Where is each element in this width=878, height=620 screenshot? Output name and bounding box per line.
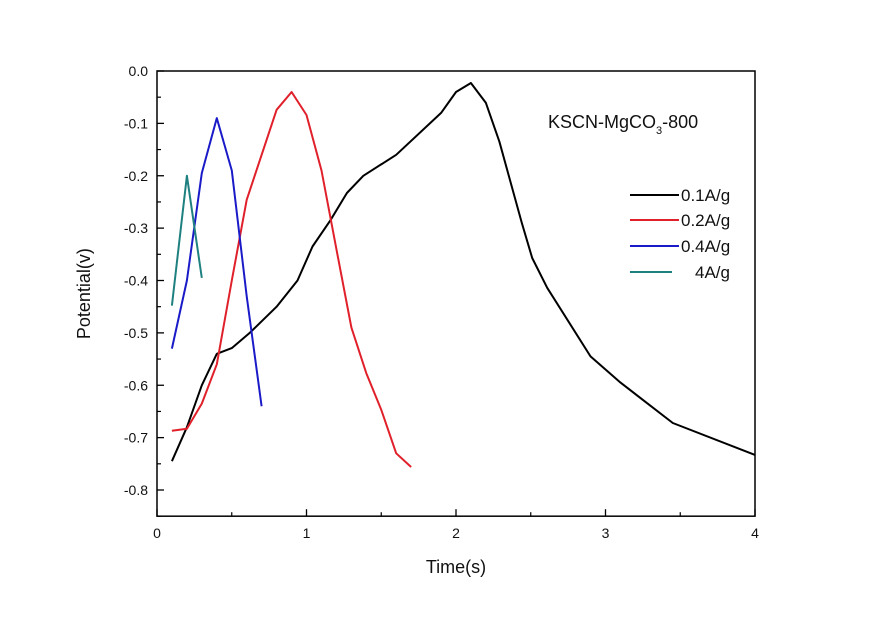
y-axis-ticks: 0.0 -0.1 -0.2 -0.3 -0.4 -0.5 -0.6 -0.7 -0.8 (124, 63, 164, 517)
series-line-0-1a-g (170, 82, 756, 462)
series-lines (170, 82, 756, 468)
y-tick-label: -0.2 (124, 168, 148, 184)
y-tick-label: -0.7 (124, 430, 148, 446)
x-tick-label: 1 (303, 525, 311, 541)
x-axis-title: Time(s) (426, 557, 486, 577)
x-tick-label: 4 (751, 525, 759, 541)
legend: 0.1A/g 0.2A/g 0.4A/g 4A/g (630, 186, 730, 282)
series-line-4a-g (170, 174, 203, 306)
annotation-subscript: 3 (656, 125, 662, 137)
legend-label: 0.1A/g (681, 186, 730, 205)
y-axis-title: Potential(v) (74, 248, 94, 339)
x-tick-label: 0 (153, 525, 161, 541)
y-tick-label: -0.8 (124, 482, 148, 498)
y-tick-label: -0.3 (124, 220, 148, 236)
legend-label: 0.4A/g (681, 237, 730, 256)
annotation-main: KSCN-MgCO (548, 112, 656, 132)
y-tick-label: -0.4 (124, 273, 148, 289)
plot-area: 0 1 2 3 4 0.0 -0.1 -0.2 -0.3 -0.4 -0.5 -0.6 -0.7 -0.… (124, 63, 759, 541)
series-line-0-4a-g (170, 117, 263, 407)
x-tick-label: 3 (602, 525, 610, 541)
sample-annotation: KSCN-MgCO3-800 (548, 112, 698, 137)
y-tick-label: -0.6 (124, 377, 148, 393)
annotation-tail: -800 (662, 112, 698, 132)
x-axis-ticks: 0 1 2 3 4 (153, 509, 759, 541)
legend-label: 4A/g (695, 263, 730, 282)
series-line-0-2a-g (171, 91, 412, 468)
legend-label: 0.2A/g (681, 211, 730, 230)
x-tick-label: 2 (452, 525, 460, 541)
y-tick-label: -0.5 (124, 325, 148, 341)
y-tick-label: 0.0 (129, 63, 149, 79)
y-tick-label: -0.1 (124, 115, 148, 131)
